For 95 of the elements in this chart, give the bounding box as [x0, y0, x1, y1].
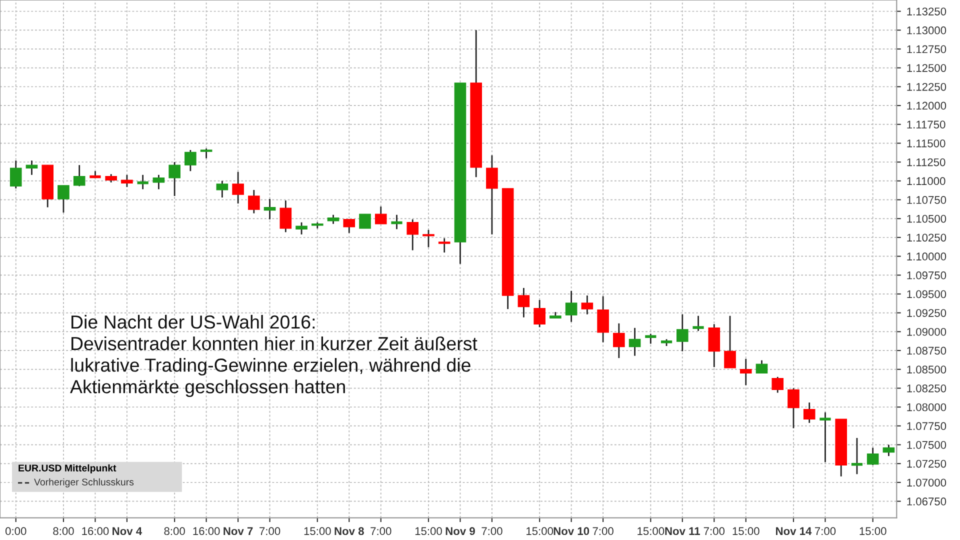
y-tick-label: 1.12250 — [907, 82, 946, 91]
candlestick — [518, 287, 530, 318]
y-tick-label: 1.09000 — [907, 328, 946, 336]
y-tick-label: 1.10750 — [907, 196, 946, 204]
y-tick-label: 1.11000 — [907, 177, 946, 186]
candlestick — [359, 213, 371, 230]
candlestick — [327, 214, 340, 225]
candlestick — [708, 323, 720, 368]
annotation: Vorheriger Schlusskurs — [34, 478, 134, 488]
y-tick-label: 1.09250 — [907, 309, 946, 317]
x-tick-label: Nov 4 — [112, 527, 142, 536]
candlestick — [756, 360, 768, 374]
x-tick-label: 15:00 — [415, 527, 442, 536]
y-tick-label: 1.08750 — [907, 346, 946, 355]
candlestick — [73, 164, 86, 187]
x-tick-label: 15:00 — [526, 527, 554, 536]
candlestick — [581, 294, 594, 316]
candlestick — [280, 200, 292, 233]
candlestick — [168, 161, 180, 197]
x-tick-label: Nov 8 — [334, 527, 364, 536]
y-tick-label: 1.12750 — [907, 45, 946, 54]
annotation: EUR.USD Mittelpunkt — [18, 464, 116, 474]
x-tick-label: 15:00 — [638, 527, 664, 536]
candlestick — [882, 444, 895, 457]
y-tick-label: 1.07000 — [907, 478, 946, 487]
y-tick-label: 1.10500 — [907, 214, 946, 223]
candlestick — [374, 206, 387, 225]
y-tick-label: 1.08500 — [907, 366, 946, 374]
y-tick-label: 1.10250 — [907, 234, 946, 242]
y-tick-label: 1.11500 — [907, 139, 946, 148]
candlestick — [200, 148, 212, 159]
candlestick — [152, 174, 165, 190]
x-tick-label: 7:00 — [592, 527, 614, 536]
x-tick-label: 7:00 — [814, 527, 836, 536]
candlestick — [422, 229, 434, 248]
x-tick-label: 8:00 — [164, 527, 185, 536]
y-tick-label: 1.12000 — [907, 102, 946, 110]
x-tick-label: 7:00 — [260, 527, 280, 536]
candlestick — [232, 171, 244, 204]
candlestick — [628, 327, 641, 356]
y-tick-label: 1.06750 — [907, 498, 946, 506]
x-tick-label: 7:00 — [482, 527, 502, 536]
y-tick-label: 1.07500 — [907, 441, 946, 449]
x-tick-label: 0:00 — [5, 527, 26, 536]
candlestick — [597, 296, 609, 343]
y-tick-label: 1.07250 — [907, 460, 946, 468]
candlestick — [264, 198, 276, 220]
x-tick-label: 16:00 — [193, 527, 220, 536]
y-tick-label: 1.10000 — [907, 252, 946, 260]
candlestick — [772, 376, 784, 394]
candlestick — [26, 160, 38, 176]
candlestick — [803, 402, 816, 424]
candlestick — [216, 180, 228, 198]
x-tick-label: 15:00 — [860, 527, 886, 536]
y-tick-label: 1.12500 — [907, 64, 946, 72]
x-tick-label: Nov 9 — [446, 527, 475, 536]
candlestick — [676, 314, 688, 352]
candlestick — [58, 184, 70, 214]
x-tick-label: Nov 11 — [665, 527, 700, 536]
y-tick-label: 1.08250 — [907, 384, 946, 392]
x-tick-label: Nov 10 — [554, 527, 590, 536]
candlestick — [406, 218, 419, 251]
x-tick-label: 8:00 — [53, 527, 74, 536]
y-tick-label: 1.11750 — [907, 120, 946, 129]
candlestick — [486, 154, 498, 236]
x-tick-label: Nov 14 — [776, 527, 812, 536]
x-tick-label: 16:00 — [82, 527, 109, 536]
x-tick-label: 15:00 — [304, 527, 331, 536]
candlestick — [343, 218, 356, 234]
x-tick-label: Nov 7 — [224, 527, 253, 536]
y-tick-label: 1.08000 — [907, 403, 946, 412]
annotation: Die Nacht der US-Wahl 2016: Devisentrader konnten hier in kurzer Zeit äußerst lukrative Trading-Gewinne erzielen, während die Aktienmärkte geschlossen hatten — [70, 314, 478, 398]
candlestick — [184, 149, 196, 172]
candlestick — [565, 290, 578, 323]
x-tick-label: 7:00 — [704, 527, 725, 536]
y-tick-label: 1.09750 — [907, 271, 946, 280]
candlestick — [740, 358, 752, 386]
candlestick — [724, 315, 736, 369]
candlestick — [788, 388, 800, 429]
y-tick-label: 1.11250 — [907, 158, 946, 166]
y-tick-label: 1.09500 — [907, 290, 946, 298]
candlestick — [866, 447, 879, 466]
y-tick-label: 1.07750 — [907, 422, 946, 430]
y-tick-label: 1.13250 — [907, 8, 946, 16]
candlestick — [438, 238, 450, 254]
candlestick — [248, 189, 260, 214]
candlestick — [121, 174, 133, 188]
candlestick — [850, 437, 864, 475]
candlestick — [613, 322, 625, 359]
x-tick-label: 15:00 — [732, 527, 760, 536]
candlestick — [534, 299, 546, 328]
y-tick-label: 1.13000 — [907, 26, 946, 34]
candlestick — [10, 160, 22, 190]
x-tick-label: 7:00 — [370, 527, 392, 536]
candlestick — [296, 222, 308, 236]
